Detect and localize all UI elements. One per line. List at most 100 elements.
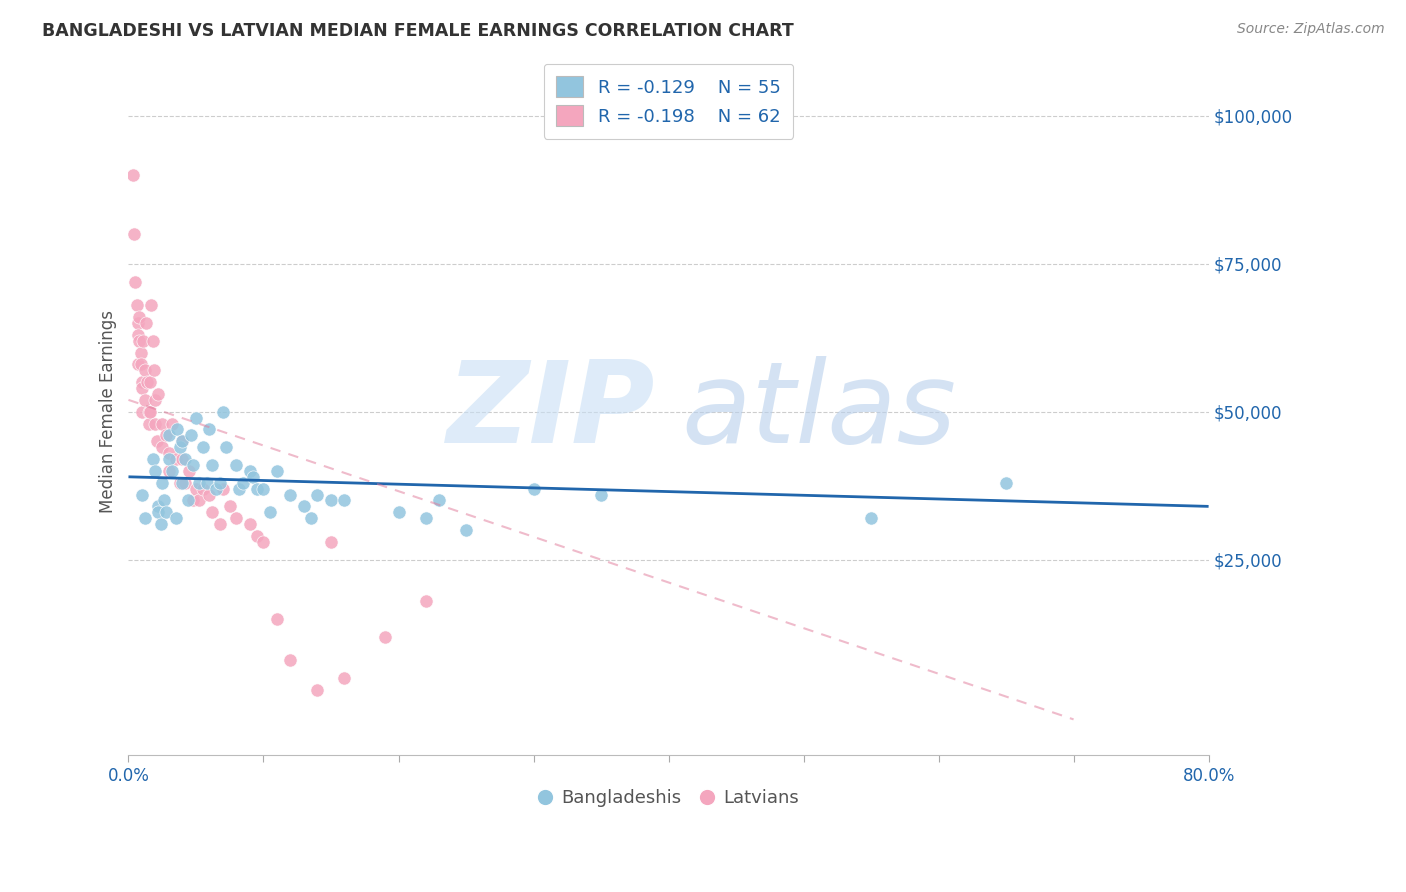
Text: Source: ZipAtlas.com: Source: ZipAtlas.com (1237, 22, 1385, 37)
Point (152, 493, 174, 508)
Point (239, 517, 262, 532)
Point (333, 493, 356, 508)
Point (165, 452, 187, 467)
Point (136, 375, 159, 389)
Point (319, 534, 342, 549)
Point (160, 464, 183, 478)
Point (128, 310, 150, 324)
Point (169, 440, 191, 454)
Point (169, 475, 191, 490)
Point (139, 405, 162, 419)
Point (187, 493, 209, 508)
Point (198, 422, 221, 436)
Point (205, 482, 228, 496)
Point (191, 440, 214, 454)
Point (155, 505, 177, 519)
Point (174, 452, 197, 467)
Point (212, 482, 235, 496)
Point (252, 534, 274, 549)
Point (142, 452, 165, 467)
Point (242, 470, 264, 484)
Point (150, 417, 173, 431)
Point (127, 316, 149, 330)
Point (145, 464, 167, 478)
Point (125, 298, 148, 312)
Point (259, 505, 281, 519)
Point (195, 475, 218, 490)
Point (179, 464, 201, 478)
Point (127, 327, 149, 342)
Point (129, 357, 152, 371)
Point (172, 434, 194, 449)
Point (198, 487, 221, 501)
Point (131, 381, 153, 395)
Point (232, 475, 254, 490)
Point (184, 410, 207, 425)
Point (150, 475, 173, 490)
Point (177, 493, 200, 508)
Point (307, 682, 329, 697)
Point (252, 482, 274, 496)
Point (266, 612, 288, 626)
Point (145, 392, 167, 407)
Point (995, 475, 1018, 490)
Point (165, 511, 187, 525)
Point (180, 428, 202, 442)
Point (134, 392, 156, 407)
Point (157, 452, 180, 467)
Point (138, 405, 160, 419)
Point (157, 446, 180, 460)
Point (131, 375, 153, 389)
Point (142, 334, 165, 348)
Text: atlas: atlas (682, 356, 956, 467)
Point (280, 487, 302, 501)
Point (141, 298, 163, 312)
Point (522, 482, 544, 496)
Point (157, 464, 180, 478)
Text: ZIP: ZIP (447, 356, 655, 467)
Y-axis label: Median Female Earnings: Median Female Earnings (100, 310, 117, 513)
Point (134, 511, 156, 525)
Point (174, 475, 197, 490)
Point (122, 227, 145, 242)
Point (387, 505, 409, 519)
Point (149, 517, 172, 532)
Point (454, 523, 477, 537)
Point (131, 487, 153, 501)
Point (127, 357, 149, 371)
Point (201, 458, 224, 472)
Point (187, 475, 209, 490)
Point (212, 405, 235, 419)
Point (146, 434, 169, 449)
Point (155, 428, 177, 442)
Point (319, 493, 342, 508)
Point (172, 475, 194, 490)
Point (427, 493, 450, 508)
Point (225, 458, 247, 472)
Point (307, 487, 329, 501)
Point (139, 375, 162, 389)
Point (146, 505, 169, 519)
Point (146, 387, 169, 401)
Point (157, 428, 180, 442)
Point (374, 630, 396, 644)
Point (299, 511, 322, 525)
Point (218, 500, 240, 514)
Point (143, 363, 166, 377)
Point (132, 334, 155, 348)
Point (128, 334, 150, 348)
Point (239, 464, 262, 478)
Point (166, 422, 188, 436)
Point (135, 316, 157, 330)
Point (131, 405, 153, 419)
Point (246, 482, 269, 496)
Point (124, 275, 146, 289)
Point (184, 482, 207, 496)
Point (172, 434, 194, 449)
Point (121, 168, 143, 182)
Point (146, 500, 169, 514)
Point (209, 517, 232, 532)
Point (160, 417, 183, 431)
Point (138, 417, 160, 431)
Point (215, 440, 238, 454)
